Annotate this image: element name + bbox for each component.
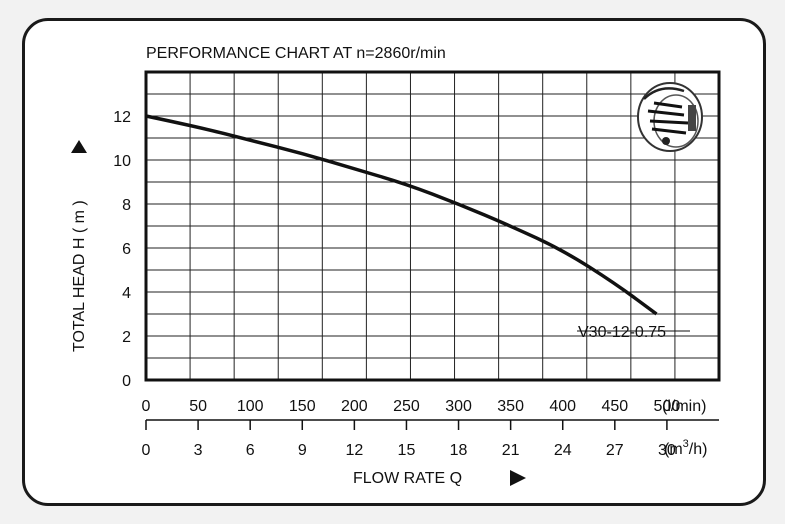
x2-tick-labels: 0 3 6 9 12 15 18 21 24 27 30	[142, 420, 676, 459]
y-tick-label: 12	[113, 109, 131, 126]
y-tick-label: 4	[122, 285, 131, 302]
x-tick-label: 100	[237, 398, 264, 415]
y-tick-label: 2	[122, 329, 131, 346]
y-tick-labels: 0 2 4 6 8 10 12	[113, 109, 131, 390]
x-tick-label: 150	[289, 398, 316, 415]
x2-tick-label: 9	[298, 442, 307, 459]
x-tick-label: 300	[445, 398, 472, 415]
x-tick-label: 250	[393, 398, 420, 415]
x2-tick-label: 18	[450, 442, 468, 459]
x2-tick-label: 6	[246, 442, 255, 459]
plot-area	[144, 70, 721, 382]
pump-impeller-icon	[637, 82, 703, 152]
triangle-up-icon	[71, 140, 87, 153]
x2-tick-label: 30	[658, 442, 676, 459]
x2-tick-label: 24	[554, 442, 572, 459]
y-tick-label: 8	[122, 197, 131, 214]
x2-tick-label: 27	[606, 442, 624, 459]
x-unit-secondary: (m3/h)	[664, 438, 707, 458]
y-tick-label: 0	[122, 373, 131, 390]
series-line-v30-12-075	[145, 114, 658, 316]
x-tick-label: 200	[341, 398, 368, 415]
y-tick-label: 6	[122, 241, 131, 258]
x-tick-label: 0	[142, 398, 151, 415]
triangle-right-icon	[510, 470, 526, 486]
x-tick-label: 50	[189, 398, 207, 415]
x-tick-label: 400	[549, 398, 576, 415]
chart-title: PERFORMANCE CHART AT n=2860r/min	[146, 45, 446, 62]
x-axis-title: FLOW RATE Q	[353, 470, 462, 487]
x2-tick-label: 3	[194, 442, 203, 459]
x-tick-label: 450	[601, 398, 628, 415]
x-tick-label: 350	[497, 398, 524, 415]
series-annotation: V30-12-0.75	[578, 324, 666, 341]
grid	[146, 72, 719, 380]
x-tick-labels: 0 50 100 150 200 250 300 350 400 450 500	[142, 398, 681, 415]
x2-tick-label: 12	[345, 442, 363, 459]
x2-tick-label: 15	[398, 442, 416, 459]
y-tick-label: 10	[113, 153, 131, 170]
x2-tick-label: 21	[502, 442, 520, 459]
x-tick-label: 500	[654, 398, 681, 415]
x2-tick-label: 0	[142, 442, 151, 459]
y-axis-title: TOTAL HEAD H ( m )	[71, 200, 88, 352]
x-unit-primary: (l/min)	[662, 398, 706, 415]
